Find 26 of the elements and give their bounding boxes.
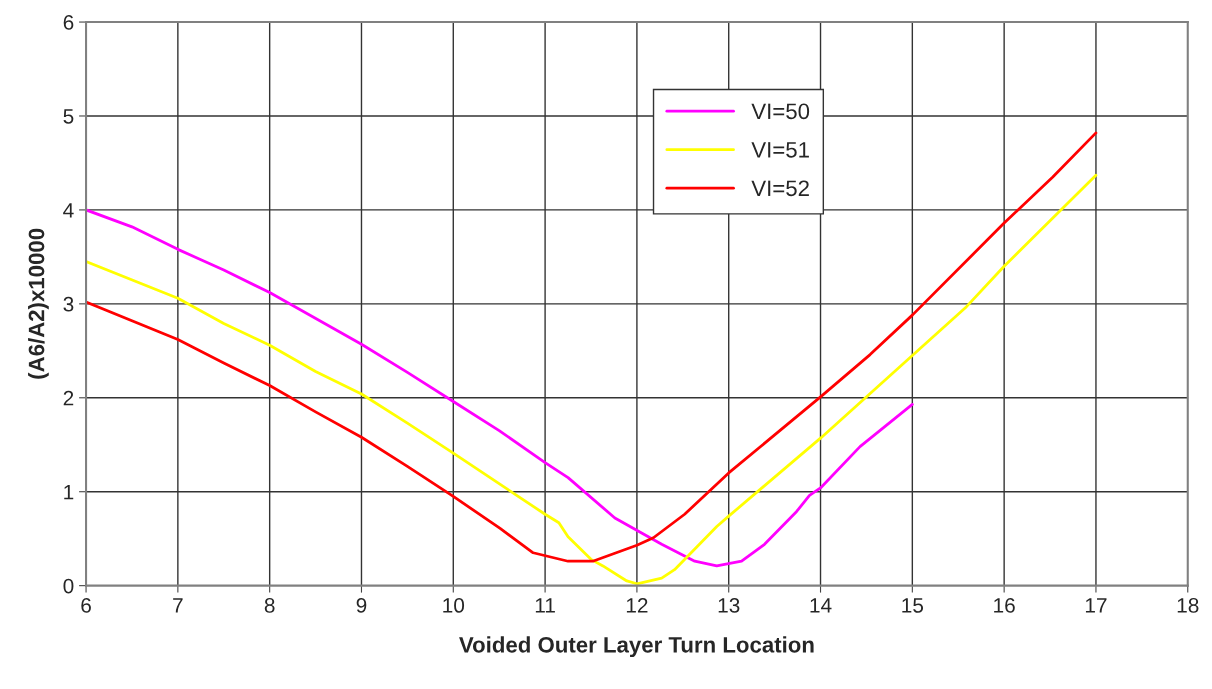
x-tick-label: 17 <box>1085 598 1107 613</box>
x-tick-label: 9 <box>356 598 367 613</box>
x-axis-title: Voided Outer Layer Turn Location <box>459 636 814 658</box>
x-tick-label: 13 <box>718 598 740 613</box>
x-tick-label: 8 <box>264 598 275 613</box>
y-tick-label: 2 <box>63 390 74 406</box>
x-tick-label: 14 <box>810 598 832 613</box>
x-tick-label: 16 <box>994 598 1015 613</box>
x-tick-label: 15 <box>902 598 924 613</box>
x-tick-label: 7 <box>173 598 183 613</box>
x-tick-label: 11 <box>535 598 555 613</box>
legend-label: VI=51 <box>751 142 809 158</box>
legend-label: VI=52 <box>751 180 809 197</box>
x-tick-label: 6 <box>81 598 91 613</box>
y-tick-label: 0 <box>63 578 74 594</box>
y-axis-title: (A6/A2)x10000 <box>28 228 49 379</box>
x-tick-label: 18 <box>1177 598 1199 613</box>
y-tick-label: 3 <box>63 296 74 312</box>
legend-label: VI=50 <box>751 103 810 120</box>
y-tick-label: 4 <box>63 203 74 218</box>
line-series <box>86 208 914 568</box>
y-tick-label: 6 <box>63 15 74 30</box>
y-tick-label: 5 <box>63 109 74 124</box>
x-tick-label: 12 <box>626 598 648 613</box>
x-tick-label: 10 <box>443 598 465 613</box>
y-tick-label: 1 <box>64 484 74 500</box>
